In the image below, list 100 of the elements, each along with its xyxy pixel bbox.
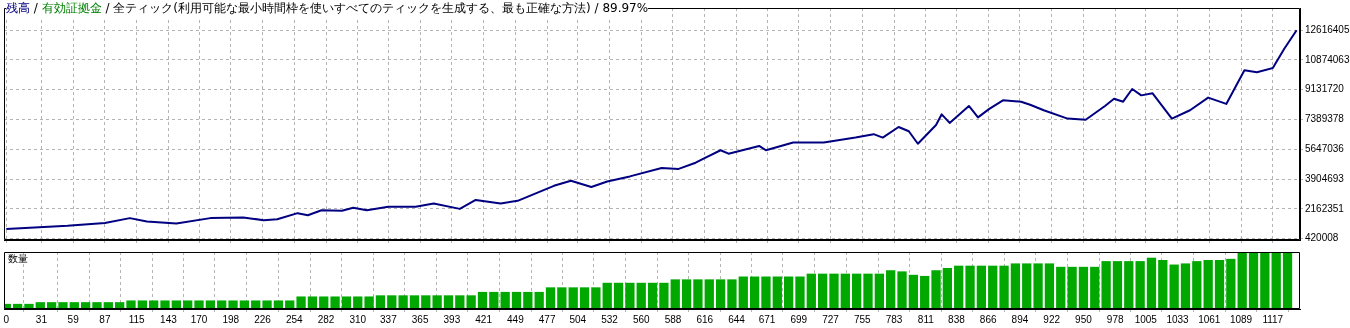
bar [1112,261,1123,309]
x-tick-label: 755 [853,313,872,325]
bar [319,296,329,309]
bar [1078,266,1089,309]
x-tick-label: 1089 [1229,313,1253,325]
x-tick-label: 115 [128,313,146,325]
bar [341,296,352,309]
bar [613,282,624,309]
bar [647,282,658,309]
bar [262,300,272,309]
bar [375,295,386,309]
bar [285,300,295,309]
bar [908,274,918,309]
bar [421,295,431,309]
x-tick-label: 866 [979,313,997,325]
bar [829,273,839,309]
bar [534,291,544,309]
bar [806,273,816,309]
y-tick-label: 10874063 [1305,53,1350,65]
bar [58,302,68,309]
x-tick-label: 198 [222,313,240,325]
x-tick-label: 504 [569,313,587,325]
bar [364,296,374,309]
bar [1158,259,1168,309]
bar [1282,252,1293,309]
bar [92,302,102,309]
bar [228,300,238,309]
bar [579,287,590,309]
bar [965,265,975,309]
x-tick-label: 644 [728,313,746,325]
bar [251,300,261,309]
x-tick-label: 254 [285,313,304,325]
bar [205,300,216,309]
bar [1192,261,1202,309]
x-tick-label: 978 [1106,313,1124,325]
bar [217,300,227,309]
x-tick-label: 922 [1043,313,1061,325]
bar [783,276,794,309]
bar [840,273,850,309]
bar [931,270,941,309]
x-tick-label: 143 [160,313,178,325]
y-tick-label: 420008 [1305,232,1339,244]
bar [897,271,907,309]
text: 残高 [6,1,30,15]
bar [183,300,193,309]
bar [954,265,964,309]
bar [1135,261,1145,309]
bar [818,273,828,309]
x-tick-label: 560 [632,313,651,325]
bar [670,279,680,309]
bar [749,276,760,309]
bar [1056,266,1066,309]
bar [1226,258,1236,309]
bar [1010,263,1021,309]
bar [568,287,578,309]
x-tick-label: 1005 [1134,313,1158,325]
bar [296,296,306,309]
y-tick-label: 7389378 [1305,113,1345,125]
bar [545,287,556,309]
bar [761,276,771,309]
x-tick-label: 393 [443,313,461,325]
bar [772,276,782,309]
y-tick-label: 12616405 [1305,23,1350,35]
bar [625,282,635,309]
bar [1033,263,1043,309]
x-tick-label: 0 [3,313,10,325]
y-tick-label: 9131720 [1305,83,1345,95]
x-tick-label: 282 [317,313,335,325]
bar [795,276,805,309]
x-tick-label: 31 [35,313,48,325]
x-tick-label: 310 [349,313,367,325]
bar [738,276,748,309]
bar [1146,257,1157,309]
x-tick-label: 1061 [1198,313,1221,325]
bar [852,273,862,309]
bar [137,300,147,309]
x-tick-label: 1033 [1166,313,1190,325]
bar [1101,261,1111,309]
x-tick-label: 337 [380,313,398,325]
chart-subtitle: / 全ティック(利用可能な最小時間枠を使いすべてのティックを生成する、最も正確な方法) / 89.97% [105,1,649,15]
legend-label: 有効証拠金 [41,1,102,15]
bar [863,273,873,309]
bar [398,295,408,309]
y-tick-label: 2162351 [1305,202,1345,214]
bar [500,291,510,309]
x-tick-label: 477 [538,313,556,325]
bar [1124,261,1134,309]
bar [387,295,397,309]
bar [511,291,522,309]
x-tick-label: 365 [411,313,429,325]
bar [727,279,737,309]
x-tick-label: 59 [67,313,80,325]
bar [353,296,363,309]
x-tick-label: 421 [475,313,493,325]
bar [1044,263,1055,309]
bar [976,265,987,309]
bar [715,279,726,309]
x-tick-label: 170 [190,313,208,325]
y-tick-label: 3904693 [1305,172,1345,184]
bar [557,287,567,309]
